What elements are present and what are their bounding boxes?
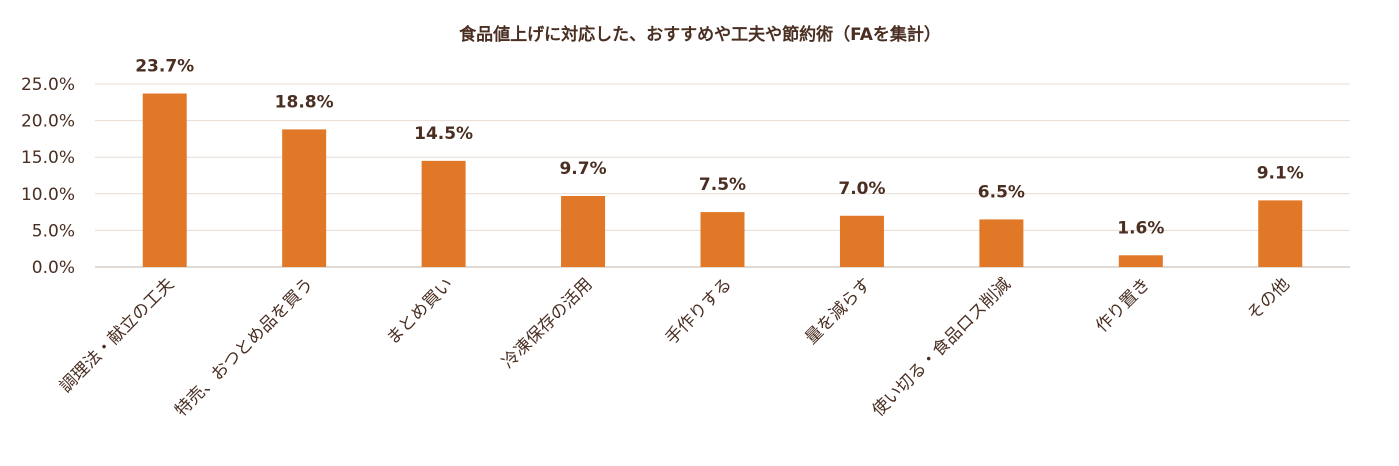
data-labels: 23.7% 18.8% 14.5% 9.7% 7.5% 7.0% 6.5% 1.6% 9.1%	[135, 57, 1304, 239]
data-label: 9.7%	[559, 159, 606, 179]
data-label: 7.5%	[699, 175, 746, 195]
bar	[700, 212, 745, 267]
bar	[1258, 200, 1303, 267]
x-tick-label: 特売、おつとめ品を買う	[171, 274, 317, 420]
x-tick-label: 作り置き	[1092, 274, 1154, 336]
y-tick-label: 5.0%	[32, 221, 75, 241]
bars	[142, 93, 1303, 268]
data-label: 1.6%	[1117, 218, 1164, 238]
x-tick-label: 調理法・献立の工夫	[56, 274, 178, 396]
y-tick-label: 25.0%	[21, 75, 75, 95]
x-tick-label: 使い切る・食品ロス削減	[868, 274, 1015, 421]
y-tick-label: 15.0%	[21, 148, 75, 168]
y-axis-ticks: 0.0% 5.0% 10.0% 15.0% 20.0% 25.0%	[21, 75, 75, 278]
data-label: 23.7%	[135, 57, 194, 77]
bar	[1118, 255, 1163, 267]
bar	[979, 219, 1024, 267]
x-tick-label: 手作りする	[662, 274, 736, 348]
bar	[561, 195, 606, 267]
chart-title: 食品値上げに対応した、おすすめや工夫や節約術（FAを集計）	[459, 24, 941, 45]
bar	[421, 160, 466, 267]
bar	[839, 215, 884, 267]
data-label: 9.1%	[1257, 163, 1304, 183]
data-label: 14.5%	[414, 124, 473, 144]
y-tick-label: 20.0%	[21, 112, 75, 132]
data-label: 6.5%	[978, 182, 1025, 202]
x-tick-label: その他	[1244, 274, 1294, 324]
x-tick-label: 冷凍保存の活用	[498, 274, 596, 372]
x-tick-label: まとめ買い	[383, 274, 457, 348]
y-tick-label: 10.0%	[21, 185, 75, 205]
data-label: 18.8%	[275, 92, 334, 112]
bar	[282, 129, 327, 267]
data-label: 7.0%	[838, 179, 885, 199]
y-tick-label: 0.0%	[32, 258, 75, 278]
x-tick-label: 量を減らす	[801, 274, 875, 348]
bar	[142, 93, 187, 268]
